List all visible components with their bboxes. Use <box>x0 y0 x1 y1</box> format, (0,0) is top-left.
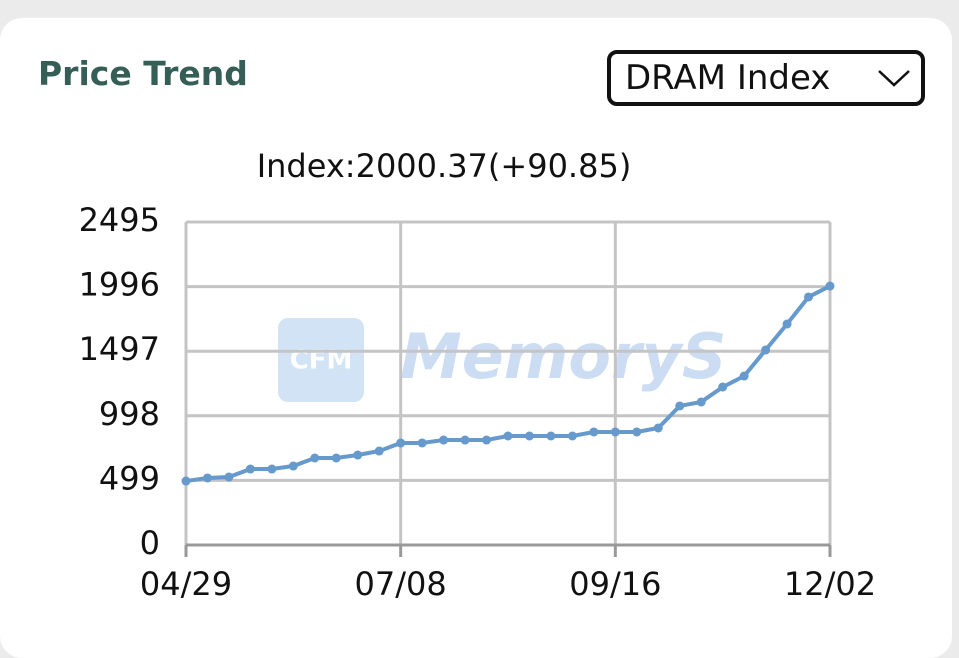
x-tick-label: 12/02 <box>784 565 876 603</box>
data-point <box>546 431 556 441</box>
watermark: CFM MemoryS <box>278 318 727 402</box>
data-point <box>482 435 492 445</box>
data-point <box>245 464 255 474</box>
y-tick-label: 0 <box>140 524 160 562</box>
data-point <box>353 450 363 460</box>
card: Price Trend DRAM Index <box>0 18 952 658</box>
data-point <box>202 473 212 483</box>
x-tick-label: 09/16 <box>569 565 661 603</box>
data-point <box>439 435 449 445</box>
data-point <box>589 427 599 437</box>
data-point <box>761 345 771 355</box>
data-point <box>632 427 642 437</box>
chevron <box>878 70 910 87</box>
data-point <box>653 423 663 433</box>
data-point <box>503 431 513 441</box>
data-point <box>396 438 406 448</box>
data-point <box>696 397 706 407</box>
watermark-logo-box <box>278 318 364 402</box>
data-point <box>718 382 728 392</box>
data-point <box>417 438 427 448</box>
chart-title: Index:2000.37(+90.85) <box>257 147 632 185</box>
data-point <box>224 472 234 482</box>
data-point <box>567 431 577 441</box>
index-selector[interactable]: DRAM Index <box>607 50 925 106</box>
x-tick-label: 07/08 <box>355 565 447 603</box>
data-point <box>610 427 620 437</box>
data-point <box>181 476 191 486</box>
panel-title: Price Trend <box>38 54 248 93</box>
y-tick-label: 1497 <box>79 330 160 368</box>
watermark-text: MemoryS <box>400 320 727 393</box>
y-tick-label: 998 <box>99 395 160 433</box>
data-point <box>675 401 685 411</box>
data-point <box>288 461 298 471</box>
y-tick-label: 499 <box>99 459 160 497</box>
data-point <box>825 281 835 291</box>
data-point <box>804 292 814 302</box>
x-tick-label: 04/29 <box>140 565 232 603</box>
data-point <box>460 435 470 445</box>
data-point <box>331 453 341 463</box>
data-point <box>739 371 749 381</box>
data-point <box>267 464 277 474</box>
data-point <box>310 453 320 463</box>
selector-label: DRAM Index <box>625 58 831 98</box>
y-tick-label: 1996 <box>79 266 160 304</box>
data-point <box>524 431 534 441</box>
data-point <box>374 446 384 456</box>
y-tick-label: 2495 <box>79 201 160 239</box>
data-point <box>782 319 792 329</box>
